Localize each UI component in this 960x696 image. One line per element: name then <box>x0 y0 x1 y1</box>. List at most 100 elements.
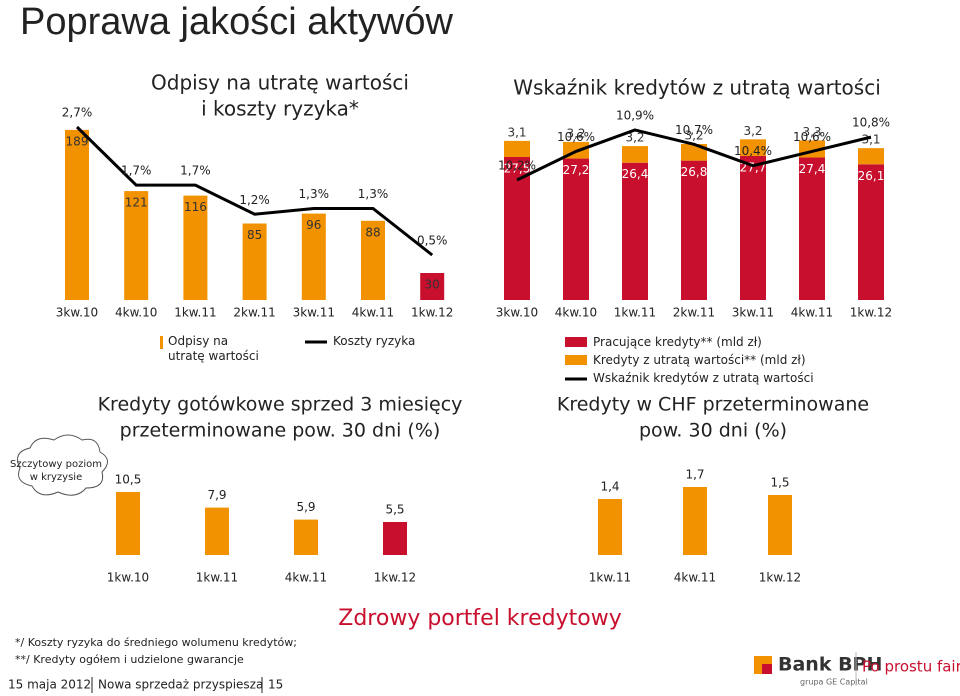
data-label: 5,9 <box>296 500 315 514</box>
bar <box>420 273 445 300</box>
data-label: 10,4% <box>734 144 772 158</box>
bar <box>205 507 229 555</box>
data-label: 96 <box>306 218 321 232</box>
x-tick-label: 4kw.11 <box>352 306 394 320</box>
footer-date: 15 maja 2012 <box>8 678 91 692</box>
x-tick-label: 4kw.11 <box>791 306 833 320</box>
data-label: 1,7% <box>121 164 152 178</box>
line <box>516 128 872 182</box>
x-tick-label: 4kw.10 <box>555 306 597 320</box>
bar <box>383 522 407 555</box>
data-label: 3,1 <box>861 133 880 147</box>
data-label: 27,4 <box>799 162 826 176</box>
line <box>75 125 434 257</box>
x-tick-label: 2kw.11 <box>233 306 275 320</box>
data-label: 27,5 <box>504 162 531 176</box>
x-tick-label: 4kw.11 <box>674 571 716 585</box>
bar <box>242 223 267 300</box>
data-label: 10,2% <box>498 159 536 173</box>
legend-label: Kredyty z utratą wartości** (mld zł) <box>593 353 806 367</box>
data-label: 30 <box>425 278 440 292</box>
data-label: 1,2% <box>239 193 270 207</box>
x-tick-label: 1kw.11 <box>614 306 656 320</box>
chart-title: Odpisy na utratę wartości <box>151 71 409 95</box>
data-label: 2,7% <box>62 106 93 120</box>
chart-title: przeterminowane pow. 30 dni (%) <box>120 420 441 442</box>
data-label: 1,4 <box>600 480 619 494</box>
bar <box>858 148 884 165</box>
data-label: 5,5 <box>385 503 404 517</box>
legend-label: Pracujące kredyty** (mld zł) <box>593 335 762 349</box>
legend-label: Koszty ryzyka <box>333 334 416 348</box>
data-label: 26,4 <box>622 167 649 181</box>
bar <box>183 195 208 300</box>
data-label: 3,2 <box>684 129 703 143</box>
bar <box>681 160 707 300</box>
data-label: 116 <box>184 200 207 214</box>
data-label: 10,6% <box>557 130 595 144</box>
data-label: 3,3 <box>802 125 821 139</box>
chart-title: Kredyty w CHF przeterminowane <box>557 394 869 416</box>
footer-section: Nowa sprzedaż przyspiesza <box>98 678 263 692</box>
page-title: Poprawa jakości aktywów <box>20 1 454 43</box>
bar <box>301 213 326 300</box>
data-label: 3,2 <box>743 124 762 138</box>
bar <box>65 129 89 300</box>
data-label: 88 <box>365 225 380 239</box>
data-label: 10,9% <box>616 109 654 123</box>
logo-group: grupa GE Capital <box>800 678 868 687</box>
data-label: 1,7 <box>685 468 704 482</box>
bar <box>683 487 707 555</box>
bar <box>799 157 825 300</box>
x-tick-label: 2kw.11 <box>673 306 715 320</box>
x-tick-label: 1kw.12 <box>374 571 416 585</box>
data-label: 27,2 <box>563 163 590 177</box>
chart-title: Kredyty gotówkowe sprzed 3 miesięcy <box>98 394 463 416</box>
bar <box>504 157 530 300</box>
slogan: Zdrowy portfel kredytowy <box>338 606 621 631</box>
data-label: 1,5 <box>770 476 789 490</box>
x-tick-label: 3kw.11 <box>293 306 335 320</box>
legend-label: Odpisy na utratę wartości <box>168 334 259 363</box>
data-label: 10,7% <box>675 123 713 137</box>
bar <box>740 155 766 300</box>
bar <box>124 191 149 300</box>
logo-tagline: Po prostu fair <box>862 658 960 676</box>
bar <box>361 220 385 300</box>
x-tick-label: 4kw.11 <box>285 571 327 585</box>
data-label: 121 <box>125 196 148 210</box>
bar <box>563 158 589 300</box>
data-label: 3,1 <box>507 125 526 139</box>
bar <box>740 139 766 156</box>
data-label: 10,6% <box>793 130 831 144</box>
data-label: 85 <box>247 228 262 242</box>
x-tick-label: 3kw.10 <box>496 306 538 320</box>
bar <box>294 519 318 555</box>
footnote: **/ Kredyty ogółem i udzielone gwarancje <box>15 653 244 666</box>
bar <box>116 492 140 555</box>
x-tick-label: 1kw.12 <box>759 571 801 585</box>
data-label: 0,5% <box>417 234 448 248</box>
x-tick-label: 4kw.10 <box>115 306 157 320</box>
data-label: 1,3% <box>299 187 330 201</box>
data-label: 10,8% <box>852 116 890 130</box>
x-tick-label: 1kw.11 <box>174 306 216 320</box>
x-tick-label: 3kw.10 <box>56 306 98 320</box>
chart-title: pow. 30 dni (%) <box>639 420 787 442</box>
chart-title: Wskaźnik kredytów z utratą wartości <box>513 76 881 100</box>
data-label: 10,5 <box>115 473 142 487</box>
bar <box>504 140 530 157</box>
x-tick-label: 1kw.12 <box>850 306 892 320</box>
logo-icon <box>762 664 772 674</box>
data-label: 3,2 <box>566 126 585 140</box>
data-label: 1,7% <box>180 164 211 178</box>
data-label: 26,8 <box>681 165 708 179</box>
data-label: 189 <box>66 134 89 148</box>
x-tick-label: 1kw.11 <box>589 571 631 585</box>
x-tick-label: 3kw.11 <box>732 306 774 320</box>
x-tick-label: 1kw.12 <box>411 306 453 320</box>
data-label: 3,2 <box>625 131 644 145</box>
chart-title: i koszty ryzyka* <box>201 97 359 121</box>
